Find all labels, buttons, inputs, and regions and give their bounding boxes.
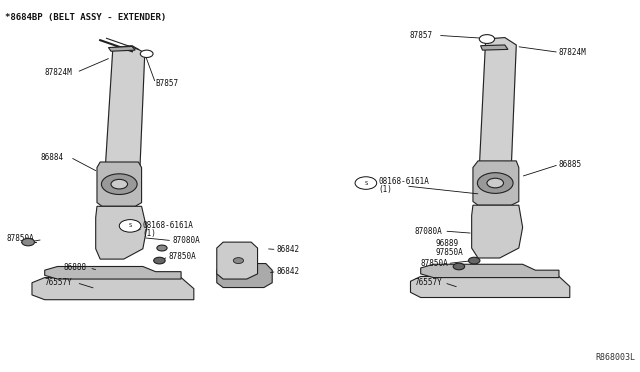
Text: R868003L: R868003L — [595, 353, 636, 362]
Text: 76557Y: 76557Y — [45, 278, 72, 287]
Polygon shape — [45, 266, 181, 279]
Text: 86888: 86888 — [64, 263, 87, 272]
Text: 86884: 86884 — [41, 153, 64, 162]
Circle shape — [119, 219, 141, 232]
Polygon shape — [478, 38, 516, 202]
Text: 87850A: 87850A — [168, 252, 196, 262]
Text: 87857: 87857 — [409, 31, 433, 40]
Circle shape — [479, 35, 495, 44]
Text: (1): (1) — [143, 229, 157, 238]
Circle shape — [101, 174, 137, 195]
Circle shape — [234, 258, 244, 263]
Text: 87824M: 87824M — [559, 48, 587, 57]
Text: 86842: 86842 — [276, 245, 300, 254]
Text: 08168-6161A: 08168-6161A — [143, 221, 194, 230]
Polygon shape — [108, 46, 135, 51]
Text: 87080A: 87080A — [414, 227, 442, 235]
Circle shape — [487, 178, 504, 188]
Circle shape — [477, 173, 513, 193]
Text: 87824M: 87824M — [45, 68, 72, 77]
Text: 08168-6161A: 08168-6161A — [379, 177, 429, 186]
Polygon shape — [97, 162, 141, 206]
Text: *8684BP (BELT ASSY - EXTENDER): *8684BP (BELT ASSY - EXTENDER) — [4, 13, 166, 22]
Polygon shape — [217, 263, 272, 288]
Polygon shape — [420, 264, 559, 278]
Polygon shape — [32, 278, 194, 300]
Text: 87080A: 87080A — [172, 236, 200, 245]
Polygon shape — [217, 242, 257, 279]
Circle shape — [22, 238, 35, 246]
Text: S: S — [129, 223, 132, 228]
Text: 86842: 86842 — [276, 267, 300, 276]
Circle shape — [140, 50, 153, 58]
Circle shape — [154, 257, 165, 264]
Polygon shape — [481, 45, 508, 50]
Circle shape — [355, 177, 377, 189]
Polygon shape — [103, 46, 145, 206]
Text: 97850A: 97850A — [436, 248, 464, 257]
Circle shape — [111, 179, 127, 189]
Polygon shape — [472, 205, 523, 258]
Circle shape — [453, 263, 465, 270]
Polygon shape — [410, 276, 570, 298]
Circle shape — [468, 257, 480, 264]
Text: 87850A: 87850A — [420, 259, 449, 268]
Text: S: S — [364, 180, 367, 186]
Text: 86885: 86885 — [559, 160, 582, 169]
Polygon shape — [96, 206, 147, 259]
Text: B7857: B7857 — [156, 79, 179, 88]
Text: 96889: 96889 — [436, 239, 459, 248]
Text: 76557Y: 76557Y — [414, 278, 442, 287]
Text: (1): (1) — [379, 185, 392, 194]
Circle shape — [157, 245, 167, 251]
Polygon shape — [473, 161, 519, 205]
Text: 87850A: 87850A — [6, 234, 34, 243]
